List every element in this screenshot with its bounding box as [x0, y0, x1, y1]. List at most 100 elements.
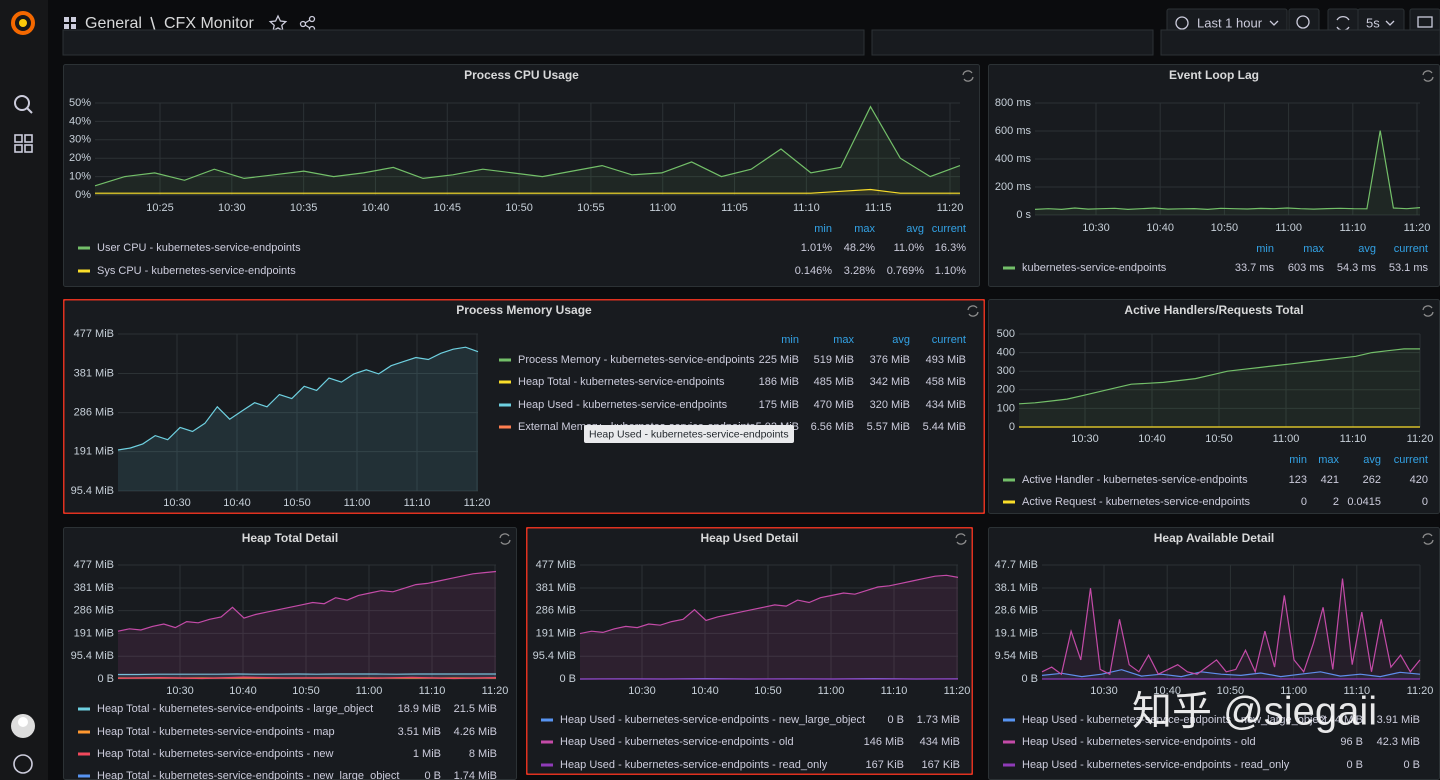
legend-name[interactable]: Heap Used - kubernetes-service-endpoints… [1022, 714, 1327, 726]
legend-name[interactable]: Heap Used - kubernetes-service-endpoints… [560, 759, 828, 771]
legend-stat: 11.0% [894, 242, 925, 254]
legend-column-header[interactable]: avg [1358, 243, 1376, 255]
series-area [1042, 578, 1420, 679]
panel-title[interactable]: Event Loop Lag [1169, 68, 1259, 82]
legend-swatch [1003, 478, 1015, 482]
tooltip-box [584, 425, 794, 443]
legend-stat: 434 MiB [920, 736, 960, 748]
refresh-interval-value[interactable]: 5s [1366, 15, 1380, 30]
breadcrumb-dashboard[interactable]: CFX Monitor [164, 15, 254, 32]
x-tick-label: 10:40 [691, 685, 719, 697]
panel-refresh-icon [955, 533, 967, 545]
user-avatar[interactable] [11, 714, 35, 738]
legend-name[interactable]: Heap Used - kubernetes-service-endpoints… [1022, 759, 1290, 771]
legend-column-header[interactable]: max [1303, 243, 1324, 255]
legend-column-header[interactable]: min [814, 223, 832, 235]
legend-swatch [1003, 740, 1015, 744]
dashboards-icon[interactable] [14, 134, 33, 153]
panel-title[interactable]: Heap Total Detail [242, 531, 338, 545]
legend-name[interactable]: Active Handler - kubernetes-service-endp… [1022, 474, 1248, 486]
tooltip-text: Heap Used - kubernetes-service-endpoints [589, 428, 789, 440]
legend-name[interactable]: Heap Used - kubernetes-service-endpoints… [560, 714, 865, 726]
legend-stat: 6.56 MiB [811, 421, 854, 433]
series-line [1034, 130, 1421, 211]
panel: Heap Used Detail 0 B 95.4 MiB 191 MiB 286 Mi… [526, 527, 973, 775]
legend-name[interactable]: Heap Total - kubernetes-service-endpoint… [97, 748, 333, 760]
legend-column-header[interactable]: avg [906, 223, 924, 235]
legend-column-header[interactable]: min [1289, 454, 1307, 466]
zoom-icon [1296, 15, 1310, 29]
x-tick-label: 11:10 [404, 497, 431, 509]
x-tick-label: 10:55 [577, 202, 605, 214]
panel-title[interactable]: Heap Available Detail [1154, 531, 1275, 545]
legend-name[interactable]: Heap Total - kubernetes-service-endpoint… [97, 726, 335, 738]
panel-refresh-icon [1422, 305, 1434, 317]
legend-column-header[interactable]: max [1318, 454, 1339, 466]
x-tick-label: 10:50 [292, 685, 320, 697]
legend-stat: 186 MiB [759, 376, 799, 388]
y-tick-label: 0 B [1021, 673, 1038, 685]
legend-name[interactable]: kubernetes-service-endpoints [1022, 262, 1167, 274]
legend-swatch [541, 718, 553, 722]
x-tick-label: 10:30 [1071, 433, 1099, 445]
legend-column-header[interactable]: current [932, 334, 966, 346]
legend-name[interactable]: Heap Used - kubernetes-service-endpoints [518, 399, 728, 411]
legend-name[interactable]: Sys CPU - kubernetes-service-endpoints [97, 265, 296, 277]
x-tick-label: 11:20 [482, 685, 509, 697]
legend-column-header[interactable]: current [932, 223, 966, 235]
legend-stat: 485 MiB [814, 376, 854, 388]
breadcrumb-folder[interactable]: General [85, 15, 142, 32]
y-tick-label: 381 MiB [536, 582, 576, 594]
y-tick-label: 95.4 MiB [533, 650, 576, 662]
x-tick-label: 11:00 [1273, 433, 1300, 445]
legend-column-header[interactable]: current [1394, 243, 1428, 255]
legend-stat: 42.3 MiB [1377, 736, 1420, 748]
x-tick-label: 11:15 [865, 202, 892, 214]
grafana-logo[interactable] [11, 11, 35, 35]
legend-name[interactable]: Heap Total - kubernetes-service-endpoint… [97, 770, 399, 780]
panel: Process CPU Usage 0% 10% 20% 30% 40% 50% 10:25 1… [63, 64, 980, 287]
time-range[interactable]: Last 1 hour [1197, 15, 1263, 30]
y-tick-label: 40% [69, 115, 91, 127]
help-icon[interactable] [13, 754, 33, 774]
y-tick-label: 800 ms [995, 97, 1032, 109]
star-button[interactable] [268, 14, 288, 32]
legend-stat: 3.28% [844, 265, 875, 277]
series-line [117, 676, 497, 680]
x-tick-label: 10:30 [163, 497, 191, 509]
y-tick-label: 0 B [97, 673, 114, 685]
legend-stat: 420 [1410, 474, 1428, 486]
legend-stat: 48.2% [844, 242, 875, 254]
legend-stat: 3.91 MiB [1377, 714, 1420, 726]
legend-stat: 5.57 MiB [867, 421, 910, 433]
legend-name[interactable]: Heap Used - kubernetes-service-endpoints… [1022, 736, 1256, 748]
legend-name[interactable]: User CPU - kubernetes-service-endpoints [97, 242, 301, 254]
legend-column-header[interactable]: max [833, 334, 854, 346]
legend-column-header[interactable]: max [854, 223, 875, 235]
legend-column-header[interactable]: min [781, 334, 799, 346]
legend-column-header[interactable]: avg [892, 334, 910, 346]
legend-name[interactable]: Heap Total - kubernetes-service-endpoint… [518, 376, 725, 388]
series-line [117, 346, 479, 451]
y-tick-label: 0% [75, 189, 91, 201]
legend-column-header[interactable]: current [1394, 454, 1428, 466]
series-area [1042, 669, 1420, 679]
panel-title[interactable]: Active Handlers/Requests Total [1124, 303, 1303, 317]
legend-name[interactable]: Heap Total - kubernetes-service-endpoint… [97, 703, 373, 715]
legend-name[interactable]: Active Request - kubernetes-service-endp… [1022, 496, 1251, 508]
legend-column-header[interactable]: min [1256, 243, 1274, 255]
y-tick-label: 0 [1009, 421, 1015, 433]
y-tick-label: 28.6 MiB [995, 605, 1038, 617]
legend-name[interactable]: Process Memory - kubernetes-service-endp… [518, 354, 755, 366]
y-tick-label: 191 MiB [536, 627, 576, 639]
x-tick-label: 11:10 [419, 685, 446, 697]
series-line [94, 105, 961, 187]
panel-title[interactable]: Heap Used Detail [700, 531, 798, 545]
legend-column-header[interactable]: avg [1363, 454, 1381, 466]
search-icon[interactable] [14, 95, 33, 114]
panel-title[interactable]: Process CPU Usage [464, 68, 579, 82]
panel-title[interactable]: Process Memory Usage [456, 303, 592, 317]
panel: Heap Available Detail 0 B 9.54 MiB 19.1 MiB… [988, 527, 1440, 780]
legend-name[interactable]: Heap Used - kubernetes-service-endpoints… [560, 736, 794, 748]
